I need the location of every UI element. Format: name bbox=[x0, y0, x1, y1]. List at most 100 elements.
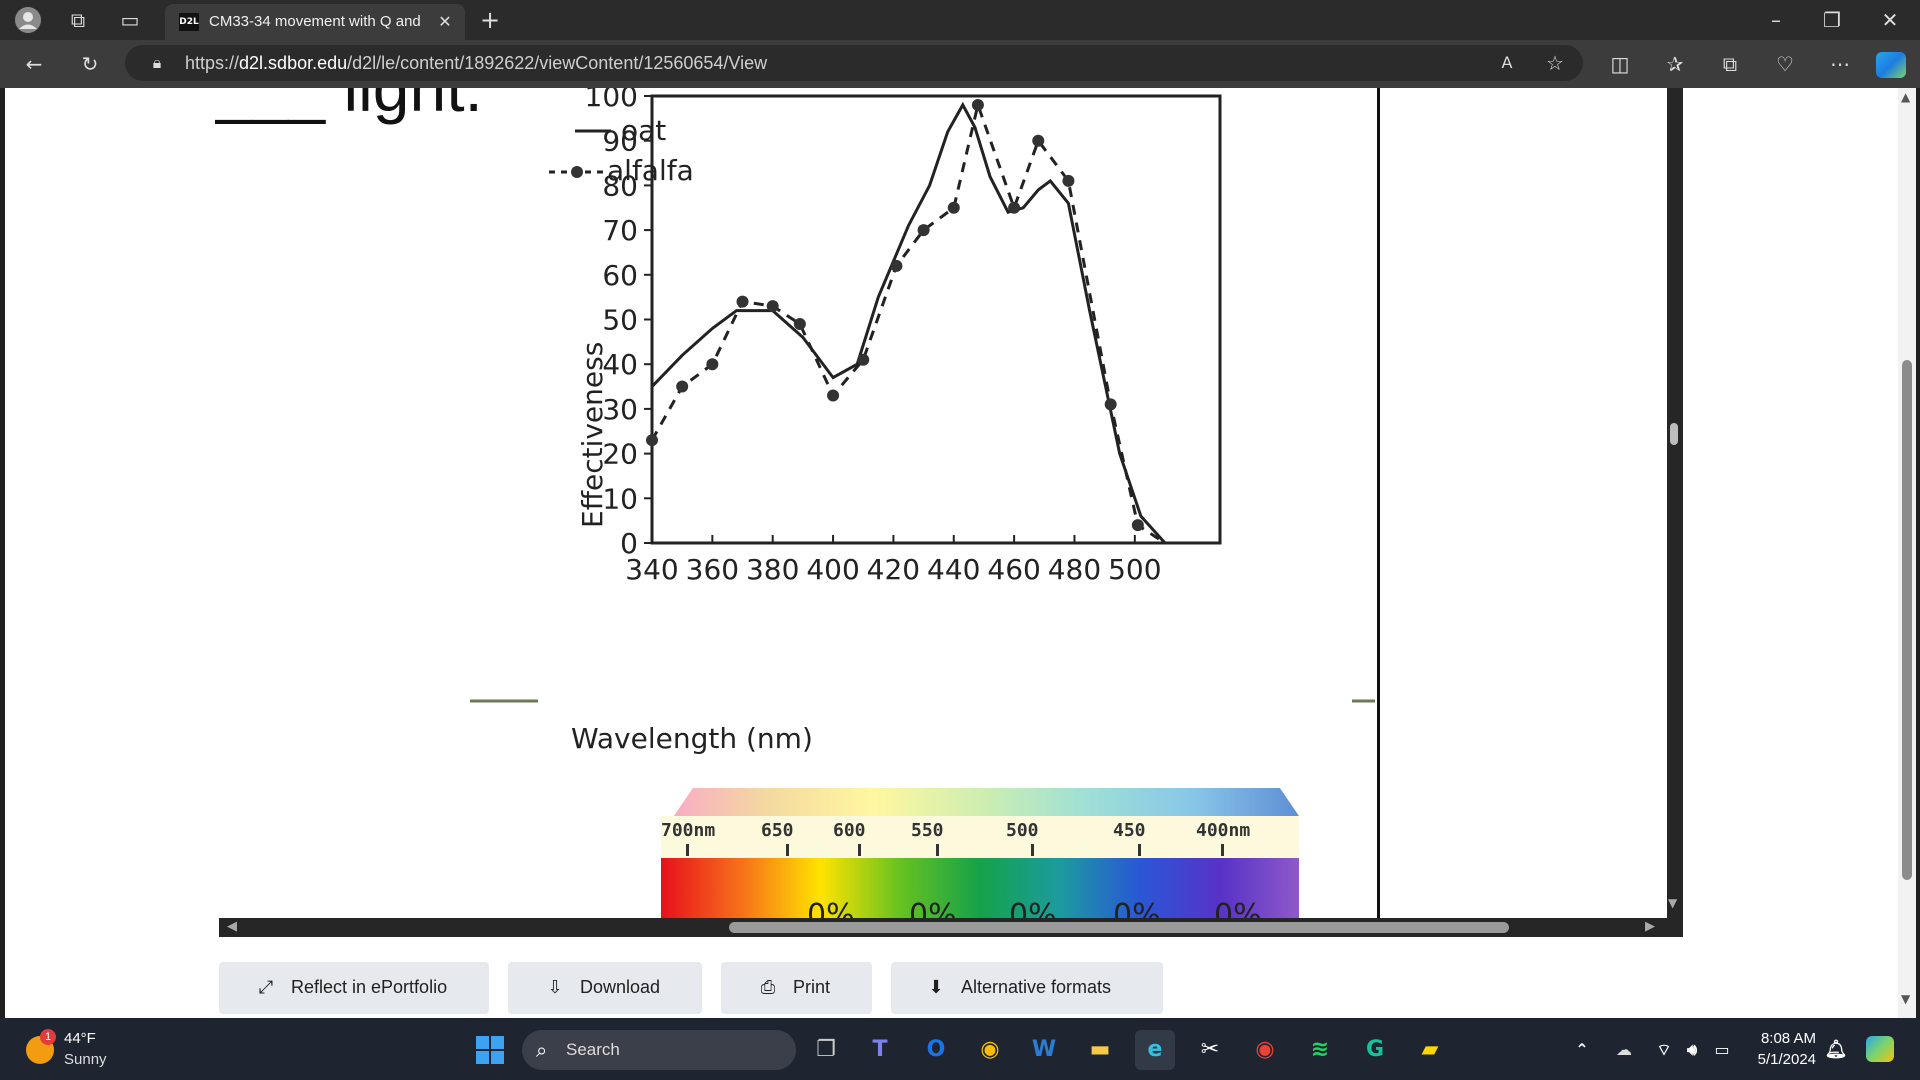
download-label: Download bbox=[580, 977, 661, 997]
weather-description[interactable]: Sunny bbox=[64, 1051, 107, 1068]
minimize-icon[interactable]: – bbox=[1771, 8, 1781, 32]
data-point-alfalfa bbox=[827, 389, 840, 402]
y-tick-label: 30 bbox=[602, 393, 638, 426]
heading-fragment: ___ light. bbox=[215, 88, 483, 125]
collections-icon[interactable]: ⧉ bbox=[1722, 52, 1738, 76]
hscroll-right-icon[interactable]: ▶ bbox=[1645, 919, 1655, 934]
volume-icon[interactable]: 🔊︎ bbox=[1686, 1040, 1698, 1059]
download-button[interactable]: ⇩ Download bbox=[508, 962, 702, 1014]
address-bar[interactable]: 🔒︎ https://d2l.sdbor.edu/d2l/le/content/… bbox=[125, 45, 1583, 81]
notification-bell-icon[interactable]: 🔔︎ bbox=[1824, 1039, 1848, 1060]
reflect-eportfolio-button[interactable]: ⤢ Reflect in ePortfolio bbox=[219, 962, 489, 1014]
show-hidden-icons-chevron[interactable]: ⌃ bbox=[1575, 1040, 1589, 1059]
spectrum-percent-label: 0% bbox=[909, 898, 957, 918]
favorite-star-icon[interactable]: ☆ bbox=[1546, 51, 1564, 75]
alternative-formats-button[interactable]: ⬇ Alternative formats bbox=[891, 962, 1163, 1014]
taskbar-search[interactable]: ⌕ Search bbox=[522, 1030, 796, 1070]
y-tick-label: 10 bbox=[602, 482, 638, 515]
search-icon: ⌕ bbox=[536, 1038, 548, 1062]
tab-actions-icon[interactable]: ▭ bbox=[120, 8, 140, 32]
viewer-vertical-scrollbar[interactable]: ▼ bbox=[1667, 88, 1683, 918]
vscroll-down-icon[interactable]: ▼ bbox=[1668, 896, 1678, 910]
copilot-taskbar-icon[interactable] bbox=[1866, 1036, 1894, 1062]
x-tick-label: 360 bbox=[686, 553, 739, 586]
data-point-alfalfa bbox=[1062, 174, 1075, 187]
more-options-icon[interactable]: ⋯ bbox=[1830, 52, 1850, 76]
chrome-profile-icon[interactable]: ◉ bbox=[980, 1037, 1000, 1062]
back-icon[interactable]: ← bbox=[25, 52, 43, 76]
teams-icon[interactable]: T bbox=[872, 1037, 888, 1062]
grammarly-icon[interactable]: G bbox=[1365, 1037, 1385, 1062]
data-point-alfalfa bbox=[1104, 398, 1117, 411]
alternative-formats-icon: ⬇ bbox=[928, 977, 944, 998]
data-point-alfalfa bbox=[706, 358, 719, 371]
favorites-icon[interactable]: ✰ bbox=[1666, 52, 1684, 76]
spectrum-label: 650 bbox=[761, 820, 794, 841]
weather-badge: 1 bbox=[40, 1029, 56, 1045]
page-content: ___ light. 0 10 20 30 40 50 60 70 80 90 100 340 360 3… bbox=[5, 88, 1910, 1018]
hscroll-left-icon[interactable]: ◀ bbox=[227, 919, 237, 934]
lock-icon[interactable]: 🔒︎ bbox=[152, 53, 162, 72]
onedrive-icon[interactable]: ☁ bbox=[1616, 1040, 1632, 1059]
refresh-icon[interactable]: ↻ bbox=[81, 52, 99, 76]
outlook-new-icon[interactable]: O bbox=[926, 1037, 946, 1062]
spectrum-tick bbox=[858, 844, 861, 856]
series-line-oat bbox=[650, 101, 1167, 545]
tab-close-icon[interactable]: ✕ bbox=[438, 12, 452, 31]
y-tick-label: 40 bbox=[602, 348, 638, 381]
read-aloud-icon[interactable]: A bbox=[1501, 53, 1513, 72]
spectrum-tick bbox=[786, 844, 789, 856]
clock-time[interactable]: 8:08 AM bbox=[1760, 1030, 1816, 1047]
data-point-alfalfa bbox=[1131, 519, 1144, 532]
series-line-alfalfa bbox=[650, 99, 1166, 545]
page-scroll-down-icon[interactable]: ▼ bbox=[1901, 992, 1911, 1006]
start-windows-icon[interactable] bbox=[470, 1030, 510, 1070]
close-window-icon[interactable]: ✕ bbox=[1881, 8, 1899, 32]
viewer-vscroll-thumb[interactable] bbox=[1670, 423, 1678, 445]
snipping-tool-icon[interactable]: ✂ bbox=[1200, 1037, 1220, 1062]
profile-icon[interactable] bbox=[8, 0, 48, 40]
viewer-hscroll-thumb[interactable] bbox=[729, 922, 1509, 933]
task-view-icon[interactable]: ❐ bbox=[816, 1037, 836, 1062]
x-tick-label: 460 bbox=[987, 553, 1040, 586]
x-tick-label: 340 bbox=[625, 553, 678, 586]
battery-icon[interactable]: ▭ bbox=[1714, 1040, 1730, 1059]
legend-alfalfa: alfalfa bbox=[607, 154, 694, 187]
new-tab-icon[interactable]: + bbox=[479, 6, 501, 34]
download-cloud-icon: ⇩ bbox=[547, 977, 563, 998]
browser-title-bar: ⧉ ▭ D2L CM33-34 movement with Q and ✕ + … bbox=[0, 0, 1920, 40]
viewer-horizontal-scrollbar[interactable]: ◀ ▶ bbox=[219, 918, 1683, 937]
file-explorer-icon[interactable]: ▬ bbox=[1089, 1037, 1111, 1062]
clock-date[interactable]: 5/1/2024 bbox=[1757, 1051, 1816, 1068]
copilot-icon[interactable] bbox=[1876, 52, 1906, 78]
tab-active[interactable]: D2L CM33-34 movement with Q and ✕ bbox=[165, 4, 465, 40]
page-vscroll-thumb[interactable] bbox=[1902, 360, 1912, 880]
workspaces-icon[interactable]: ⧉ bbox=[70, 8, 86, 32]
legend-alfalfa-marker bbox=[571, 166, 583, 178]
eportfolio-icon: ⤢ bbox=[258, 977, 274, 998]
word-icon[interactable]: W bbox=[1031, 1037, 1057, 1062]
restore-icon[interactable]: ❐ bbox=[1823, 8, 1841, 32]
spectrum-label: 400nm bbox=[1196, 820, 1251, 841]
sticky-notes-icon[interactable]: ▰ bbox=[1421, 1037, 1439, 1062]
print-button[interactable]: ⎙ Print bbox=[721, 962, 872, 1014]
data-point-alfalfa bbox=[1008, 201, 1021, 214]
weather-temperature[interactable]: 44°F bbox=[64, 1030, 96, 1047]
edge-icon[interactable]: e bbox=[1135, 1030, 1175, 1070]
chrome-icon[interactable]: ◉ bbox=[1255, 1037, 1275, 1062]
tab-title: CM33-34 movement with Q and bbox=[209, 13, 421, 30]
page-vertical-scrollbar[interactable]: ▲ ▼ bbox=[1898, 88, 1916, 1018]
split-screen-icon[interactable]: ◫ bbox=[1610, 52, 1630, 76]
wifi-icon[interactable]: ⌔ bbox=[1656, 1040, 1672, 1059]
browser-essentials-icon[interactable]: ♡ bbox=[1776, 52, 1794, 76]
x-tick-label: 500 bbox=[1108, 553, 1161, 586]
y-tick-label: 20 bbox=[602, 438, 638, 471]
data-point-alfalfa bbox=[971, 98, 984, 111]
y-axis-label: Effectiveness bbox=[576, 342, 609, 528]
spectrum-label: 700nm bbox=[661, 820, 716, 841]
spectrum-color-band bbox=[661, 858, 1299, 918]
spectrum-tick bbox=[1138, 844, 1141, 856]
x-axis-label: Wavelength (nm) bbox=[571, 722, 813, 755]
page-scroll-up-icon[interactable]: ▲ bbox=[1901, 90, 1911, 104]
spotify-icon[interactable]: ≋ bbox=[1310, 1037, 1330, 1062]
